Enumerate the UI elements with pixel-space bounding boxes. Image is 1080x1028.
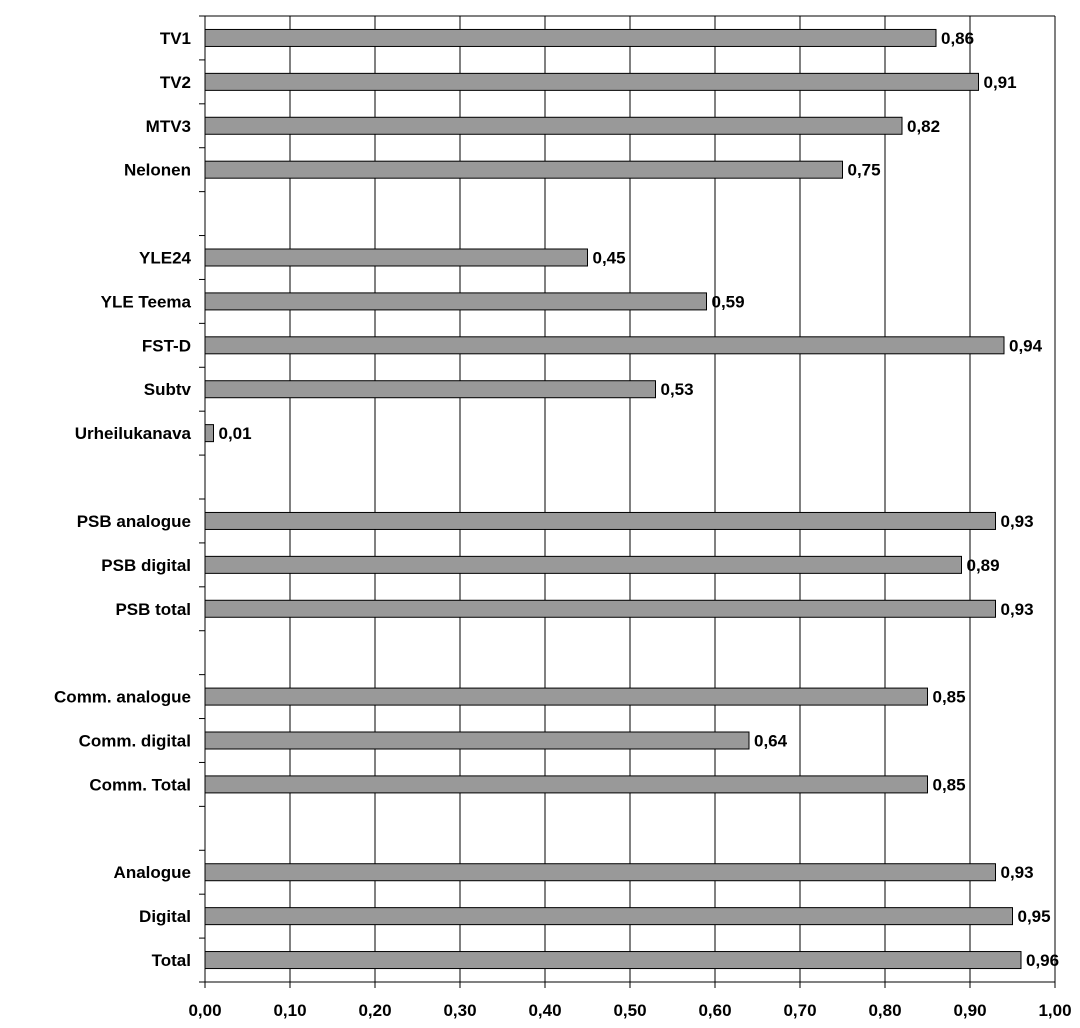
data-label: 0,95 — [1018, 907, 1051, 926]
data-label: 0,75 — [848, 161, 881, 180]
bar — [204, 555, 962, 574]
bar — [204, 248, 588, 267]
data-label: 0,91 — [984, 73, 1017, 92]
category-label: Comm. Total — [89, 775, 191, 794]
data-label: 0,01 — [219, 424, 252, 443]
category-label: TV1 — [160, 29, 191, 48]
x-tick-label: 0,30 — [443, 1001, 476, 1020]
category-labels: TV1 TV2 MTV3 Nelonen YLE24 YLE Teema FST-D Subt… — [54, 29, 192, 970]
data-label: 0,86 — [941, 29, 974, 48]
data-label: 0,94 — [1009, 336, 1043, 355]
category-label: YLE Teema — [101, 292, 192, 311]
data-label: 0,82 — [907, 117, 940, 136]
x-tick-label: 1,00 — [1038, 1001, 1071, 1020]
category-label: Nelonen — [124, 161, 191, 180]
bar — [204, 424, 214, 443]
data-label: 0,53 — [661, 380, 694, 399]
data-label: 0,64 — [754, 732, 788, 751]
category-label: TV2 — [160, 73, 191, 92]
x-tick-label: 0,80 — [868, 1001, 901, 1020]
x-tick-label: 0,10 — [273, 1001, 306, 1020]
x-tick-label: 0,50 — [613, 1001, 646, 1020]
x-tick-labels: 0,00 0,10 0,20 0,30 0,40 0,50 0,60 0,70 0,80 0,90… — [188, 1001, 1071, 1020]
bar — [204, 28, 937, 47]
bar — [204, 731, 750, 750]
category-label: Subtv — [144, 380, 192, 399]
bar — [204, 336, 1005, 355]
bar — [204, 599, 996, 618]
category-label: MTV3 — [146, 117, 191, 136]
data-label: 0,93 — [1001, 863, 1034, 882]
x-tick-label: 0,70 — [783, 1001, 816, 1020]
category-label: Urheilukanava — [75, 424, 192, 443]
data-label: 0,45 — [593, 249, 626, 268]
x-tick-label: 0,60 — [698, 1001, 731, 1020]
bar — [204, 511, 996, 530]
bar — [204, 380, 656, 399]
bar — [204, 687, 928, 706]
bar — [204, 775, 928, 794]
category-label: YLE24 — [139, 249, 192, 268]
data-label: 0,89 — [967, 556, 1000, 575]
bar — [204, 907, 1013, 926]
x-tick-label: 0,40 — [528, 1001, 561, 1020]
axes — [199, 15, 1056, 988]
category-label: Digital — [139, 907, 191, 926]
category-label: PSB analogue — [77, 512, 191, 531]
bar — [204, 116, 903, 135]
x-tick-label: 0,90 — [953, 1001, 986, 1020]
bars — [204, 28, 1022, 970]
category-label: Comm. digital — [79, 732, 191, 751]
x-tick-label: 0,20 — [358, 1001, 391, 1020]
category-label: PSB total — [115, 600, 191, 619]
data-label: 0,93 — [1001, 600, 1034, 619]
bar — [204, 863, 996, 882]
data-label: 0,85 — [933, 688, 966, 707]
bar — [204, 160, 843, 179]
data-label: 0,93 — [1001, 512, 1034, 531]
data-label: 0,59 — [712, 292, 745, 311]
data-label: 0,85 — [933, 775, 966, 794]
bar — [204, 951, 1022, 970]
category-label: Comm. analogue — [54, 688, 191, 707]
category-label: Total — [152, 951, 191, 970]
bar — [204, 292, 707, 311]
data-label: 0,96 — [1026, 951, 1059, 970]
data-labels: 0,86 0,91 0,82 0,75 0,45 0,59 0,94 0,53 0,01 0,93… — [219, 29, 1060, 970]
bar — [204, 72, 979, 91]
category-label: FST-D — [142, 336, 191, 355]
category-label: Analogue — [114, 863, 191, 882]
category-label: PSB digital — [101, 556, 191, 575]
x-tick-label: 0,00 — [188, 1001, 221, 1020]
